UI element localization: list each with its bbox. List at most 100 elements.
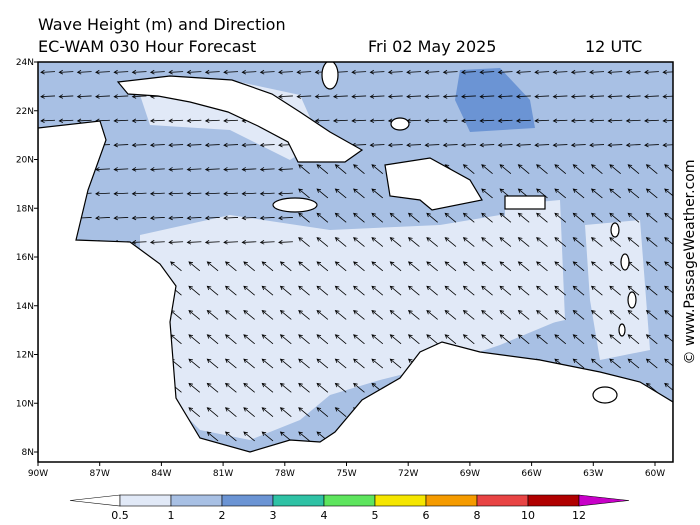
lat-label: 8N <box>22 448 34 458</box>
wave-arrow <box>334 188 347 199</box>
wave-arrow <box>353 164 365 174</box>
wave-arrow <box>223 191 239 196</box>
wave-arrow <box>259 215 275 221</box>
wave-arrow <box>188 334 201 345</box>
wave-arrow <box>314 94 330 99</box>
wave-arrow <box>353 310 365 320</box>
wave-arrow <box>279 285 292 296</box>
wave-arrow <box>186 118 202 124</box>
wave-arrow <box>554 212 567 223</box>
wave-arrow <box>426 261 438 272</box>
colorbar-end <box>69 494 121 507</box>
wave-arrow <box>554 310 567 320</box>
wave-arrow <box>371 285 384 296</box>
wave-arrow <box>389 310 402 320</box>
wave-arrow <box>389 358 402 369</box>
wave-arrow <box>168 167 184 172</box>
wave-arrow <box>645 212 658 223</box>
colorbar-label: 5 <box>372 509 379 522</box>
wave-arrow <box>223 167 239 172</box>
wave-arrow <box>462 261 475 272</box>
wave-arrow <box>481 212 493 223</box>
wave-arrow <box>353 358 365 369</box>
wave-arrow <box>499 310 512 320</box>
wave-arrow <box>186 142 202 148</box>
wave-arrow <box>149 69 165 75</box>
wave-arrow <box>371 164 384 174</box>
wave-arrow <box>353 261 365 272</box>
wave-arrow <box>369 94 385 99</box>
wave-arrow <box>590 164 603 174</box>
wave-arrow <box>607 118 623 124</box>
wave-arrow <box>224 285 237 296</box>
light-zone <box>585 220 650 360</box>
wave-arrow <box>298 382 310 393</box>
wave-arrow <box>371 212 384 223</box>
wave-arrow <box>113 215 129 221</box>
wave-arrow <box>316 382 329 393</box>
wave-arrow <box>389 285 402 296</box>
wave-arrow <box>243 358 255 369</box>
wave-arrow <box>259 69 275 75</box>
wave-arrow <box>188 382 201 393</box>
wave-arrow <box>627 334 640 345</box>
wave-arrow <box>407 237 420 247</box>
wave-arrow <box>664 358 673 367</box>
wave-arrow <box>499 261 512 272</box>
wave-arrow <box>644 118 659 124</box>
map-area <box>38 62 673 462</box>
wave-arrow <box>259 191 275 196</box>
wave-arrow <box>644 142 659 148</box>
wave-arrow <box>664 237 673 245</box>
lon-label: 69W <box>460 469 480 479</box>
wave-arrow <box>316 188 329 199</box>
wave-arrow <box>572 358 585 369</box>
wave-arrow <box>298 407 310 417</box>
wave-arrow <box>334 237 347 247</box>
wave-arrow <box>40 118 56 124</box>
lat-label: 24N <box>16 58 34 68</box>
wave-arrow <box>627 188 640 199</box>
wave-arrow <box>406 142 422 148</box>
wave-arrow <box>206 431 219 442</box>
wave-arrow <box>461 142 476 148</box>
wave-arrow <box>206 358 219 369</box>
wave-arrow <box>95 69 110 75</box>
wave-arrow <box>243 261 255 272</box>
wave-arrow <box>261 407 274 417</box>
wave-arrow <box>627 164 640 174</box>
wave-arrow <box>536 334 548 345</box>
wave-arrow <box>224 431 237 442</box>
wave-arrow <box>481 261 493 272</box>
wave-arrow <box>298 261 310 272</box>
wave-arrow <box>353 212 365 223</box>
wave-arrow <box>554 237 567 247</box>
wave-arrow <box>554 285 567 296</box>
wave-arrow <box>334 164 347 174</box>
wave-arrow <box>168 142 184 148</box>
antilles <box>627 291 637 309</box>
cuba <box>116 75 364 163</box>
wave-arrow <box>389 261 402 272</box>
wave-arrow <box>442 69 458 75</box>
wave-arrow <box>316 164 329 174</box>
wave-arrow <box>407 285 420 296</box>
wave-arrow <box>243 310 255 320</box>
colorbar-segment <box>425 494 478 507</box>
wave-arrow <box>517 164 530 174</box>
wave-arrow <box>261 431 274 442</box>
wave-arrow <box>369 69 385 75</box>
colorbar-segment <box>323 494 376 507</box>
wave-arrow <box>149 167 165 172</box>
wave-arrow <box>590 237 603 247</box>
wave-arrow <box>95 191 110 196</box>
lon-label: 75W <box>336 469 356 479</box>
wave-arrow <box>609 310 621 320</box>
wave-arrow <box>298 334 310 345</box>
wave-arrow <box>570 142 586 148</box>
credit: © www.PassageWeather.com <box>682 159 698 364</box>
wave-arrow <box>572 188 585 199</box>
wave-arrow <box>536 164 548 174</box>
wave-arrow <box>149 118 165 124</box>
wave-arrow <box>536 212 548 223</box>
